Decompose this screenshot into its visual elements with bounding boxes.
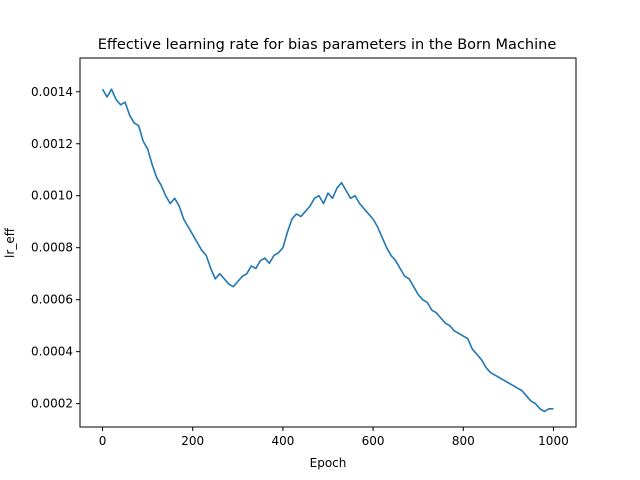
y-tick-label: 0.0008 [31,241,73,255]
x-tick-label: 800 [452,434,475,448]
y-tick-label: 0.0006 [31,293,73,307]
chart-title: Effective learning rate for bias paramet… [98,37,557,53]
y-tick-label: 0.0004 [31,345,73,359]
y-tick-label: 0.0002 [31,397,73,411]
y-axis-label: lr_eff [3,227,17,258]
plot-area-frame [79,57,577,428]
x-tick-label: 0 [99,434,107,448]
x-axis: 0 200 400 600 800 1000 [99,427,569,448]
y-tick-label: 0.0012 [31,137,73,151]
x-tick-label: 600 [362,434,385,448]
series-line [101,88,554,413]
y-axis: 0.0002 0.0004 0.0006 0.0008 0.0010 0.0012 0.00… [31,85,80,411]
y-tick-label: 0.0010 [31,189,73,203]
x-tick-label: 400 [271,434,294,448]
x-tick-label: 1000 [538,434,569,448]
x-axis-label: Epoch [310,456,347,470]
x-tick-label: 200 [181,434,204,448]
y-tick-label: 0.0014 [31,85,73,99]
